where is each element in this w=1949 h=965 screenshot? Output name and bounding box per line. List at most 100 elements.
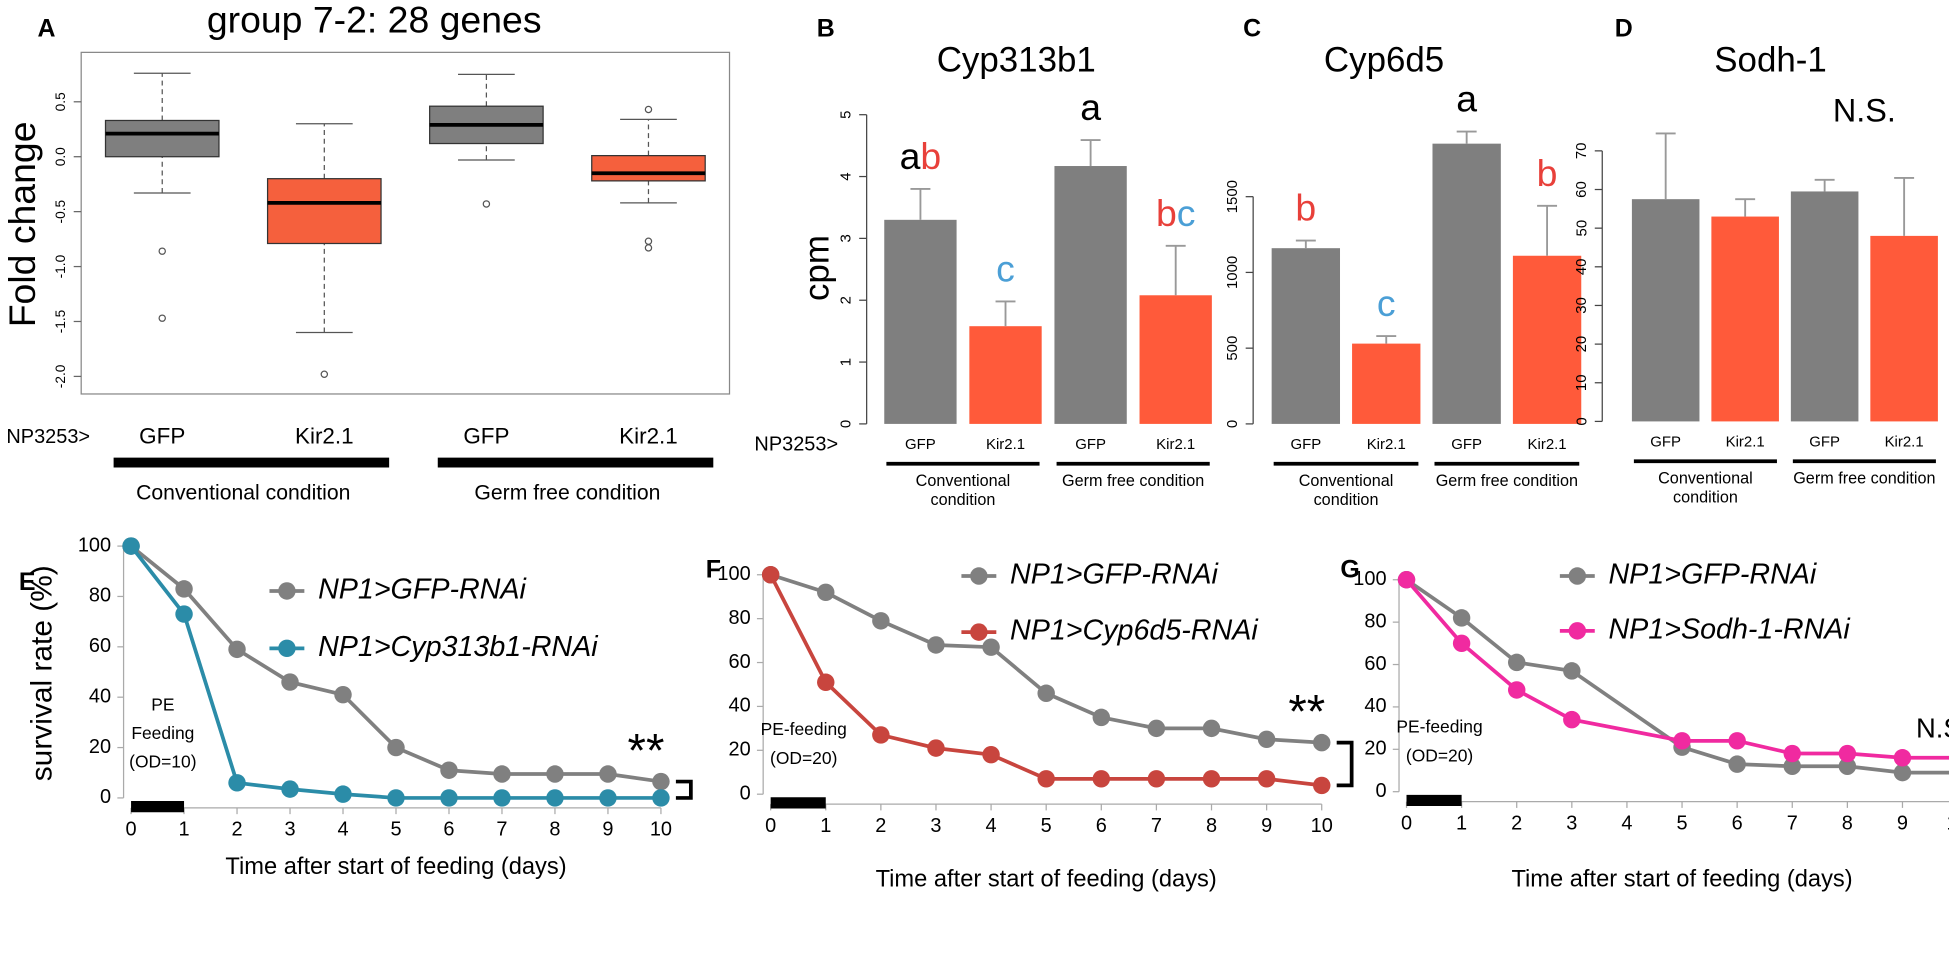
point — [1312, 733, 1331, 752]
y-tick-label: -1.5 — [53, 309, 68, 333]
flier — [158, 314, 166, 322]
x-tick-label: 4 — [986, 815, 997, 837]
point — [927, 739, 945, 757]
point — [872, 612, 890, 630]
point — [817, 673, 835, 692]
x-tick-label: Kir2.1 — [295, 424, 354, 449]
x-tick-label: Kir2.1 — [619, 424, 678, 449]
x-tick-label: GFP — [463, 424, 509, 449]
point — [599, 789, 617, 807]
group-label-box: Conventional condition — [1299, 471, 1394, 508]
bar — [1054, 166, 1127, 424]
group-label: Germ free condition — [1061, 471, 1205, 490]
y-tick-label: 2 — [838, 296, 855, 304]
y-tick-label: 100 — [78, 534, 111, 556]
significance: ** — [1288, 686, 1325, 739]
group-label-box: Germ free condition — [1061, 471, 1205, 490]
x-tick-label: GFP — [1809, 434, 1840, 451]
panel-letter: C — [1243, 15, 1261, 43]
flier — [644, 237, 653, 246]
panel-letter: D — [1615, 15, 1633, 43]
point — [1893, 763, 1912, 782]
significance-bracket — [1336, 740, 1354, 788]
y-tick-label: 100 — [717, 563, 750, 585]
point — [1147, 719, 1166, 738]
feeding-label: PE — [151, 694, 174, 714]
y-tick-label: 0 — [1224, 420, 1241, 428]
legend-label: NP1>GFP-RNAi — [1010, 559, 1219, 591]
legend-label: NP1>Cyp6d5-RNAi — [1010, 615, 1259, 647]
point — [1202, 770, 1221, 788]
x-tick-label: 6 — [443, 819, 454, 841]
point — [546, 765, 564, 783]
x-tick-label: 3 — [284, 819, 295, 841]
group-label: Conventional condition — [136, 481, 350, 504]
bar — [1790, 191, 1859, 422]
x-tick-label: Kir2.1 — [1726, 434, 1765, 451]
legend-label: NP1>GFP-RNAi — [1608, 559, 1817, 591]
series-line — [770, 572, 1322, 745]
prefix: NP3253> — [6, 426, 90, 448]
series-line — [1405, 578, 1949, 775]
letter: c — [996, 247, 1015, 289]
x-tick-label: GFP — [139, 424, 185, 449]
y-tick-label: -0.5 — [53, 199, 68, 223]
box — [266, 178, 382, 245]
point — [872, 726, 890, 744]
feeding-label: (OD=10) — [129, 752, 196, 772]
flier — [320, 370, 329, 378]
x-tick-label: 7 — [1151, 815, 1162, 837]
point — [1397, 571, 1416, 589]
point — [817, 583, 835, 602]
point — [493, 789, 511, 807]
point — [1092, 708, 1111, 727]
significance-letters: c — [996, 247, 1015, 289]
y-tick-label: 80 — [729, 607, 751, 629]
x-tick-label: 9 — [602, 819, 613, 841]
significance-letters: bc — [1156, 192, 1196, 234]
point — [122, 537, 140, 555]
significance-letters: b — [1295, 187, 1316, 229]
point — [982, 745, 1000, 764]
y-axis-label: cpm — [797, 235, 836, 301]
significance-letters: a — [1080, 86, 1101, 128]
y-tick-label: 1 — [838, 358, 855, 366]
point — [1673, 732, 1691, 750]
legend-marker — [278, 582, 296, 600]
y-tick-label: 80 — [89, 585, 111, 607]
flier — [644, 105, 653, 114]
panel-letter: E — [19, 568, 36, 596]
x-tick-label: 8 — [1206, 815, 1217, 837]
significance-letters: c — [1377, 282, 1396, 324]
x-tick-label: 1 — [179, 819, 190, 841]
point — [334, 785, 352, 803]
y-tick-label: 40 — [1573, 258, 1590, 275]
panel-letter: B — [817, 15, 835, 43]
point — [440, 761, 458, 779]
group-label: Conventional condition — [915, 471, 1011, 509]
panel-letter: F — [706, 556, 721, 584]
legend-marker — [970, 567, 988, 585]
x-tick-label: Kir2.1 — [1367, 436, 1406, 453]
point — [334, 685, 352, 704]
point — [1507, 681, 1526, 699]
flier — [482, 200, 491, 208]
point — [175, 580, 193, 598]
y-tick-label: 10 — [1573, 374, 1590, 391]
point — [1728, 732, 1746, 750]
feeding-label: Feeding — [131, 723, 194, 743]
y-tick-label: 1000 — [1224, 256, 1241, 289]
y-tick-label: 0 — [1573, 417, 1590, 425]
x-tick-label: 5 — [390, 819, 401, 841]
letter: b — [1537, 152, 1558, 194]
x-tick-label: Kir2.1 — [986, 436, 1025, 453]
x-tick-label: 2 — [231, 819, 242, 841]
chart-title: group 7-2: 28 genes — [207, 0, 542, 40]
group-label-box: Germ free condition — [1793, 469, 1935, 488]
x-tick-label: 2 — [875, 815, 886, 837]
point — [1147, 770, 1166, 788]
x-tick-label: Kir2.1 — [1528, 436, 1567, 453]
x-tick-label: 0 — [126, 819, 137, 841]
point — [1838, 744, 1857, 763]
